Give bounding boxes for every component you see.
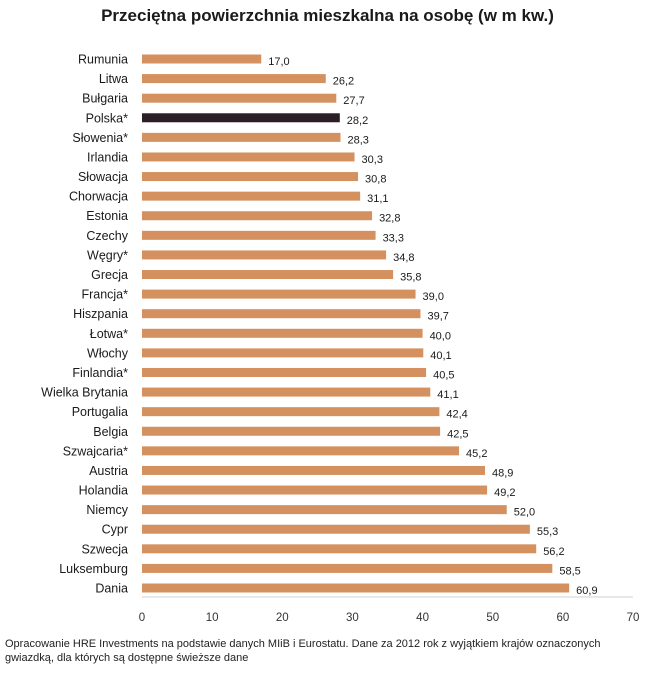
bar [142,54,262,64]
category-label: Słowacja [78,170,128,184]
category-label: Holandia [79,484,128,498]
bar [142,544,537,554]
x-tick-label: 20 [276,612,289,624]
value-label: 34,8 [393,252,414,264]
bar [142,211,373,221]
x-tick-label: 0 [139,612,145,624]
bar [142,407,440,417]
bar [142,505,507,515]
category-label: Szwecja [81,542,128,556]
category-label: Hiszpania [73,307,128,321]
value-label: 27,7 [343,95,364,107]
bar [142,289,416,299]
category-label: Niemcy [86,503,128,517]
value-label: 32,8 [379,213,400,225]
value-label: 42,4 [446,409,467,421]
category-label: Polska* [86,111,129,125]
bar [142,563,553,573]
x-tick-label: 70 [627,612,640,624]
bar [142,250,387,260]
category-label: Litwa [99,72,128,86]
category-label: Wielka Brytania [41,386,128,400]
value-label: 45,2 [466,448,487,460]
value-label: 52,0 [514,507,535,519]
category-label: Czechy [86,229,128,243]
value-label: 42,5 [447,428,468,440]
value-label: 33,3 [383,232,404,244]
value-label: 41,1 [437,389,458,401]
category-label: Francja* [81,288,128,302]
value-label: 58,5 [559,565,580,577]
bar [142,132,341,142]
value-label: 49,2 [494,487,515,499]
bar [142,309,421,319]
x-tick-label: 40 [416,612,429,624]
bar [142,583,570,593]
value-label: 30,3 [362,154,383,166]
x-tick-label: 60 [556,612,569,624]
bar [142,172,359,182]
bar [142,485,488,495]
value-label: 48,9 [492,467,513,479]
category-label: Estonia [86,209,128,223]
category-label: Portugalia [72,405,128,419]
x-tick-label: 50 [486,612,499,624]
category-label: Luksemburg [59,562,128,576]
category-label: Belgia [93,425,128,439]
bar [142,191,361,201]
category-label: Słowenia* [72,131,128,145]
value-label: 40,5 [433,369,454,381]
category-label: Dania [95,582,128,596]
bar-chart: Rumunia 17,0 Litwa 26,2 Bułgaria 27,7 Polska* 2… [41,53,640,625]
category-label: Węgry* [87,248,128,262]
value-label: 26,2 [333,76,354,88]
value-label: 28,2 [347,115,368,127]
bar [142,230,376,240]
bar [142,328,423,338]
category-label: Cypr [102,523,128,537]
category-label: Chorwacja [69,190,128,204]
category-label: Włochy [87,346,129,360]
bar [142,524,530,534]
value-label: 39,0 [423,291,444,303]
value-label: 17,0 [268,56,289,68]
bar [142,74,326,84]
bar [142,270,394,280]
bar [142,113,340,123]
value-label: 31,1 [367,193,388,205]
value-label: 55,3 [537,526,558,538]
value-label: 28,3 [348,134,369,146]
bar [142,387,431,397]
value-label: 60,9 [576,585,597,597]
bar [142,426,441,436]
value-label: 40,1 [430,350,451,362]
category-label: Bułgaria [82,92,128,106]
bar [142,446,460,456]
bar [142,367,427,377]
bar [142,93,337,103]
bar [142,465,485,475]
category-label: Irlandia [87,150,128,164]
chart-title: Przeciętna powierzchnia mieszkalna na os… [101,6,554,25]
x-tick-label: 30 [346,612,359,624]
value-label: 35,8 [400,272,421,284]
category-label: Szwajcaria* [63,444,128,458]
value-label: 56,2 [543,546,564,558]
category-label: Rumunia [78,53,128,67]
value-label: 30,8 [365,174,386,186]
value-label: 40,0 [430,330,451,342]
category-label: Grecja [91,268,128,282]
source-note: Opracowanie HRE Investments na podstawie… [5,638,601,664]
category-label: Finlandia* [72,366,128,380]
x-tick-label: 10 [206,612,219,624]
bar [142,152,355,162]
value-label: 39,7 [427,311,448,323]
category-label: Łotwa* [90,327,128,341]
bar [142,348,424,358]
category-label: Austria [89,464,128,478]
